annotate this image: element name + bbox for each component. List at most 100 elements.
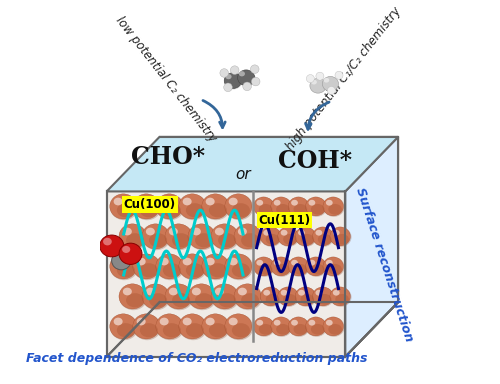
- Ellipse shape: [212, 224, 240, 250]
- Ellipse shape: [300, 234, 314, 245]
- Ellipse shape: [156, 194, 183, 219]
- Ellipse shape: [142, 224, 171, 250]
- Ellipse shape: [179, 314, 206, 339]
- Ellipse shape: [225, 254, 252, 279]
- Ellipse shape: [311, 264, 324, 275]
- Text: low potential C₂ chemistry: low potential C₂ chemistry: [114, 14, 220, 144]
- Ellipse shape: [276, 264, 290, 275]
- Ellipse shape: [133, 314, 160, 339]
- Ellipse shape: [188, 224, 216, 250]
- Ellipse shape: [206, 318, 214, 325]
- Ellipse shape: [333, 290, 340, 296]
- Ellipse shape: [140, 203, 158, 217]
- Ellipse shape: [259, 204, 272, 215]
- Ellipse shape: [133, 254, 160, 279]
- Ellipse shape: [117, 203, 135, 217]
- Ellipse shape: [311, 324, 324, 335]
- Ellipse shape: [288, 257, 310, 277]
- Circle shape: [328, 86, 336, 94]
- Ellipse shape: [195, 233, 213, 247]
- Ellipse shape: [119, 243, 142, 265]
- Ellipse shape: [225, 255, 254, 280]
- Ellipse shape: [149, 233, 167, 247]
- Ellipse shape: [318, 234, 332, 245]
- Ellipse shape: [218, 293, 236, 307]
- Ellipse shape: [119, 284, 146, 309]
- Ellipse shape: [218, 233, 236, 247]
- Ellipse shape: [312, 227, 334, 247]
- Ellipse shape: [165, 224, 194, 250]
- Ellipse shape: [260, 227, 282, 247]
- Ellipse shape: [188, 224, 215, 249]
- Ellipse shape: [140, 263, 158, 277]
- Ellipse shape: [165, 224, 192, 249]
- Ellipse shape: [264, 230, 270, 236]
- Ellipse shape: [179, 314, 208, 340]
- Ellipse shape: [254, 197, 274, 216]
- Text: CHO*: CHO*: [131, 145, 205, 169]
- Polygon shape: [346, 137, 398, 357]
- Ellipse shape: [110, 254, 137, 279]
- Ellipse shape: [119, 224, 148, 250]
- Ellipse shape: [206, 198, 214, 205]
- Ellipse shape: [232, 323, 250, 338]
- Ellipse shape: [238, 70, 254, 86]
- Ellipse shape: [228, 318, 237, 325]
- Ellipse shape: [209, 263, 227, 277]
- Ellipse shape: [234, 284, 261, 309]
- Circle shape: [250, 65, 259, 73]
- Ellipse shape: [274, 200, 280, 205]
- Ellipse shape: [291, 200, 298, 205]
- Ellipse shape: [156, 254, 183, 279]
- Ellipse shape: [306, 317, 326, 336]
- Ellipse shape: [254, 257, 275, 277]
- Ellipse shape: [260, 287, 281, 306]
- Ellipse shape: [114, 258, 122, 265]
- Ellipse shape: [133, 194, 162, 220]
- Ellipse shape: [160, 318, 168, 325]
- Ellipse shape: [202, 314, 230, 340]
- Ellipse shape: [276, 324, 290, 335]
- Ellipse shape: [100, 235, 124, 257]
- Ellipse shape: [311, 80, 317, 84]
- Ellipse shape: [163, 323, 181, 338]
- Ellipse shape: [232, 203, 250, 217]
- Ellipse shape: [306, 257, 327, 277]
- Ellipse shape: [308, 200, 316, 205]
- Ellipse shape: [212, 285, 240, 310]
- Ellipse shape: [312, 227, 333, 246]
- Ellipse shape: [326, 260, 332, 266]
- Ellipse shape: [202, 254, 229, 279]
- Ellipse shape: [112, 252, 131, 270]
- Ellipse shape: [179, 194, 208, 220]
- Ellipse shape: [224, 73, 242, 88]
- Ellipse shape: [182, 318, 192, 325]
- Ellipse shape: [195, 293, 213, 307]
- Text: Facet dependence of CO₂ electroreduction paths: Facet dependence of CO₂ electroreduction…: [26, 352, 368, 365]
- Ellipse shape: [288, 317, 308, 336]
- Text: Cu(111): Cu(111): [258, 214, 310, 227]
- Ellipse shape: [318, 294, 332, 305]
- Ellipse shape: [126, 293, 144, 307]
- Ellipse shape: [211, 284, 238, 309]
- Ellipse shape: [298, 230, 305, 236]
- Ellipse shape: [322, 76, 338, 91]
- Circle shape: [252, 77, 260, 86]
- Ellipse shape: [186, 323, 204, 338]
- Ellipse shape: [146, 228, 155, 235]
- Text: Surface reconstruction: Surface reconstruction: [354, 186, 416, 343]
- Ellipse shape: [260, 227, 281, 246]
- Ellipse shape: [234, 224, 262, 250]
- Ellipse shape: [117, 263, 135, 277]
- Ellipse shape: [298, 290, 305, 296]
- Ellipse shape: [306, 197, 327, 217]
- Ellipse shape: [308, 260, 316, 266]
- Ellipse shape: [266, 234, 280, 245]
- Ellipse shape: [110, 255, 138, 280]
- Ellipse shape: [103, 238, 112, 245]
- Ellipse shape: [209, 323, 227, 338]
- Ellipse shape: [274, 260, 280, 266]
- Ellipse shape: [266, 294, 280, 305]
- Ellipse shape: [271, 197, 292, 217]
- Polygon shape: [106, 137, 398, 191]
